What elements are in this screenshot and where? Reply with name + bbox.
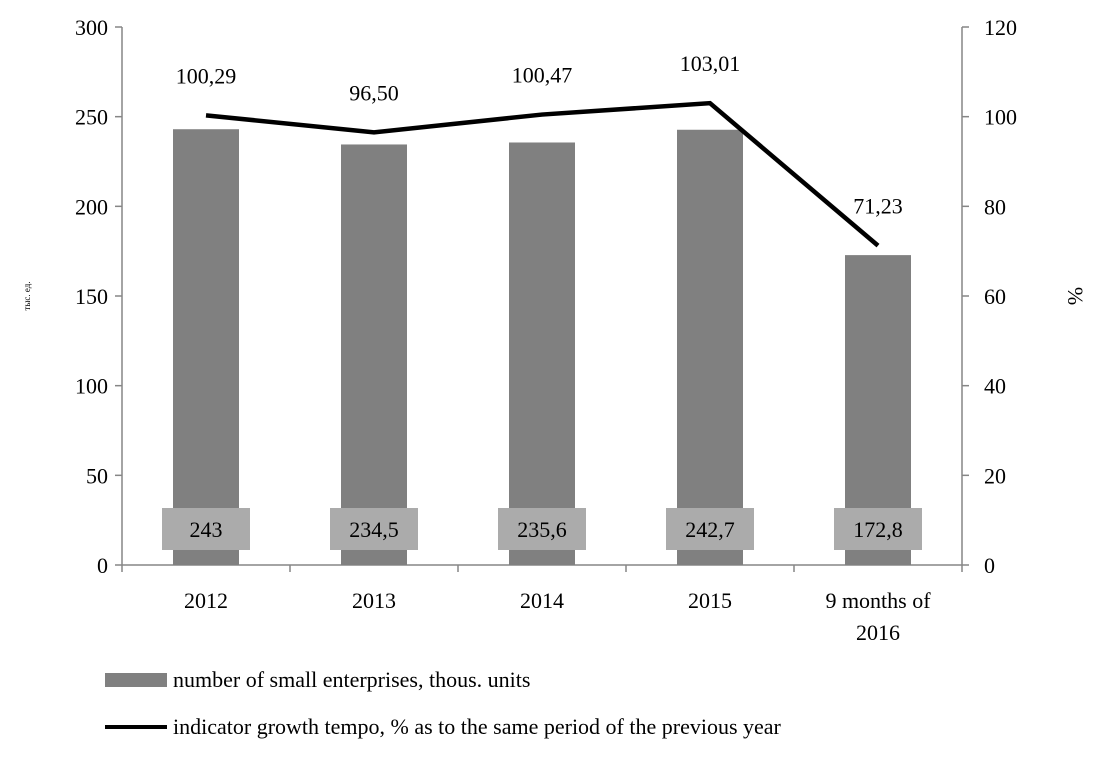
y-left-tick-label: 250	[75, 105, 108, 130]
bar-label-box	[330, 508, 418, 550]
bar-data-label: 243	[190, 517, 223, 542]
bar	[341, 144, 407, 566]
y-left-tick-label: 300	[75, 15, 108, 40]
category-label: 2012	[184, 588, 228, 613]
line-data-label: 100,29	[176, 63, 237, 88]
line-data-label: 71,23	[853, 194, 903, 219]
line-data-labels: 100,29 96,50 100,47 103,01 71,23	[176, 51, 903, 218]
y-right-tick-label: 60	[984, 284, 1006, 309]
bar-data-labels: 243 234,5 235,6 242,7 172,8	[162, 508, 922, 550]
y-left-tick-label: 0	[97, 553, 108, 578]
y-left-tick-label: 150	[75, 284, 108, 309]
category-label: 2014	[520, 588, 564, 613]
category-label: 9 months of	[825, 588, 931, 613]
y-left-axis-title: тыс. ед.	[22, 281, 32, 310]
y-right-tick-label: 120	[984, 15, 1017, 40]
y-right-tick-label: 80	[984, 194, 1006, 219]
legend-bar-swatch	[105, 673, 167, 687]
bar-data-label: 234,5	[349, 517, 399, 542]
y-right-axis-title: %	[1063, 287, 1088, 305]
bar-label-box	[498, 508, 586, 550]
category-label: 2015	[688, 588, 732, 613]
y-right-tick-label: 100	[984, 105, 1017, 130]
line-data-label: 103,01	[680, 51, 741, 76]
bar-data-label: 172,8	[853, 517, 903, 542]
y-right-tick-label: 40	[984, 374, 1006, 399]
category-label: 2016	[856, 620, 900, 645]
bar-series	[173, 129, 911, 566]
legend-label-line: indicator growth tempo, % as to the same…	[173, 714, 781, 739]
y-left-tick-label: 100	[75, 374, 108, 399]
line-data-label: 100,47	[512, 63, 573, 88]
bar-data-label: 235,6	[517, 517, 567, 542]
bar-label-box	[666, 508, 754, 550]
category-label: 2013	[352, 588, 396, 613]
bar-data-label: 242,7	[685, 517, 735, 542]
y-left-tick-label: 50	[86, 463, 108, 488]
bar	[173, 129, 239, 565]
bar-label-box	[834, 508, 922, 550]
y-right-tick-label: 20	[984, 463, 1006, 488]
legend-label-bars: number of small enterprises, thous. unit…	[173, 667, 531, 692]
legend-line-swatch	[105, 725, 167, 729]
line-data-label: 96,50	[349, 80, 399, 105]
bar	[677, 129, 743, 565]
y-left-tick-label: 200	[75, 194, 108, 219]
growth-line	[205, 100, 880, 248]
tick-labels: 0 50 100 150 200 250 300 0 20 40 60 80 100 120	[75, 15, 1017, 578]
bar-label-box	[162, 508, 250, 550]
bar	[509, 142, 575, 565]
category-labels: 2012 2013 2014 2015 9 months of 2016	[184, 588, 931, 645]
line-series	[205, 100, 880, 248]
y-right-tick-label: 0	[984, 553, 995, 578]
